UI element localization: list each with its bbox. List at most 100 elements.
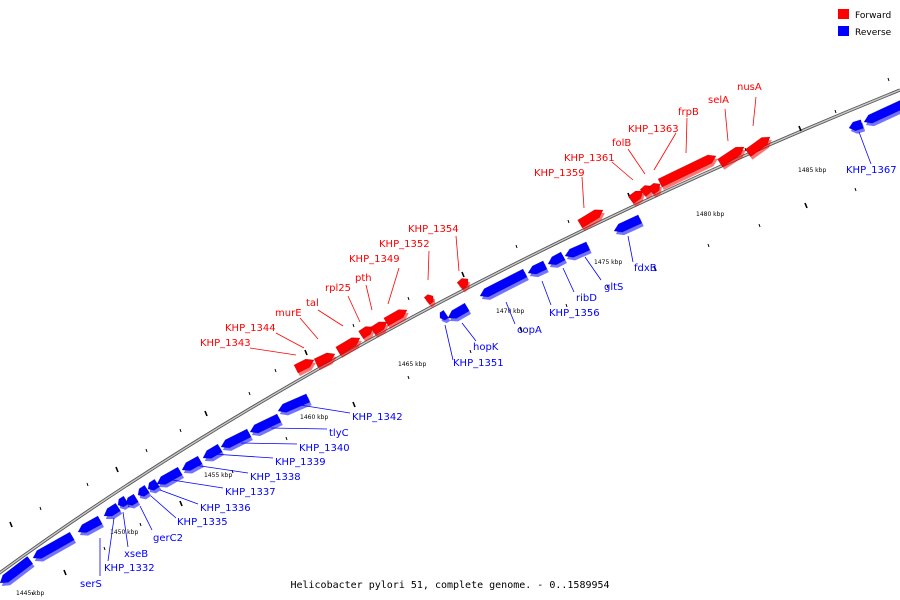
gene-label-leader	[387, 267, 400, 305]
tick-mark	[407, 375, 410, 380]
gene-label-leader	[171, 479, 224, 489]
tick-mark	[139, 522, 142, 527]
gene-label: nusA	[737, 82, 762, 93]
gene-arrow-forward	[456, 278, 469, 290]
gene-arrow-forward	[744, 136, 771, 158]
gene-arrow-reverse	[125, 493, 139, 506]
gene-arrow-reverse	[277, 393, 311, 413]
gene-label-leader	[240, 442, 298, 445]
gene-arrow-forward	[358, 326, 374, 340]
gene-arrow-forward	[647, 182, 661, 195]
gene-arrow-forward	[627, 190, 644, 205]
tick-label: 1465 kbp	[398, 361, 426, 368]
legend-reverse-swatch	[838, 26, 849, 36]
gene-label-leader	[107, 517, 115, 562]
tick-mark	[31, 591, 34, 596]
gene-label: pth	[355, 273, 372, 284]
tick-label: 1445 kbp	[16, 590, 44, 597]
gene-label: KHP_1352	[379, 239, 430, 250]
tick-mark	[285, 436, 288, 441]
tick-label: 1455 kbp	[204, 472, 232, 479]
gene-label-leader	[444, 324, 454, 361]
tick-mark	[145, 448, 148, 453]
tick-mark	[804, 202, 808, 209]
gene-label: gltS	[604, 282, 623, 293]
gene-label: xseB	[124, 549, 148, 560]
gene-label-leader	[299, 404, 351, 414]
gene-arrow-reverse	[32, 531, 75, 559]
gene-arrow-reverse	[547, 251, 566, 266]
tick-mark	[352, 323, 355, 328]
gene-label: frpB	[678, 107, 699, 118]
tick-label: 1450 kbp	[110, 529, 138, 536]
gene-arrow-forward	[657, 154, 717, 188]
tick-label: 1460 kbp	[300, 414, 328, 421]
tick-mark	[798, 125, 802, 132]
gene-arrow-reverse	[848, 119, 864, 132]
gene-label-leader	[427, 250, 430, 281]
tick-mark	[274, 368, 277, 373]
gene-label: KHP_1336	[200, 503, 251, 514]
tick-mark	[515, 244, 518, 249]
genome-title: Helicobacter pylori 51, complete genome.…	[290, 580, 609, 591]
gene-label: fdxB	[634, 263, 657, 274]
gene-label: KHP_1344	[225, 323, 276, 334]
tick-mark	[407, 296, 410, 301]
gene-label: gerC2	[153, 533, 183, 544]
tick-mark	[86, 482, 89, 487]
gene-label-leader	[581, 176, 585, 209]
tick-mark	[854, 187, 857, 192]
gene-arrow-reverse	[156, 466, 183, 485]
gene-label-leader	[299, 317, 319, 340]
tick-mark	[834, 109, 837, 114]
gene-features	[0, 100, 900, 586]
tick-mark	[519, 326, 523, 333]
gene-label-leader	[275, 332, 305, 349]
gene-arrow-reverse	[181, 455, 203, 471]
tick-mark	[179, 500, 183, 507]
gene-label: murE	[275, 308, 302, 319]
gene-label: hopK	[473, 342, 499, 353]
gene-label-leader	[584, 256, 602, 281]
gene-label: folB	[612, 138, 631, 149]
gene-label-leader	[317, 309, 344, 327]
gene-arrow-forward	[639, 185, 652, 197]
gene-arrow-reverse	[103, 502, 121, 517]
gene-label: KHP_1337	[225, 487, 276, 498]
tick-mark	[567, 219, 570, 224]
gene-label-leader	[653, 132, 677, 171]
gene-label: copA	[517, 325, 542, 336]
gene-arrow-forward	[383, 309, 408, 327]
tick-mark	[39, 506, 42, 511]
gene-arrow-reverse	[147, 478, 160, 491]
gene-label-leader	[249, 347, 297, 356]
gene-arrow-reverse	[479, 268, 528, 298]
tick-mark	[248, 391, 251, 396]
legend-reverse-label: Reverse	[855, 28, 892, 38]
tick-mark	[469, 349, 472, 354]
gene-label: KHP_1340	[299, 443, 350, 454]
gene-label-leader	[347, 295, 361, 323]
gene-arrow-forward	[423, 294, 434, 305]
tick-label: 1480 kbp	[696, 211, 724, 218]
gene-label-leader	[611, 161, 634, 181]
gene-label-leader	[461, 322, 477, 342]
legend-forward-swatch	[838, 9, 849, 19]
tick-mark	[179, 428, 182, 433]
gene-label: KHP_1342	[352, 412, 403, 423]
gene-label: selA	[708, 95, 729, 106]
tick-mark	[115, 466, 119, 473]
gene-label: KHP_1349	[349, 254, 400, 265]
gene-label-leader	[455, 235, 460, 272]
gene-arrow-reverse	[249, 413, 282, 434]
gene-label-leader	[752, 96, 757, 127]
gene-arrow-reverse	[77, 515, 103, 533]
gene-label: tlyC	[329, 428, 349, 439]
gene-label: KHP_1332	[104, 563, 155, 574]
coordinate-ticks	[9, 77, 890, 596]
gene-label: KHP_1354	[408, 224, 459, 235]
gene-arrow-reverse	[863, 100, 900, 124]
tick-mark	[461, 271, 465, 278]
gene-label-leader	[724, 108, 729, 142]
tick-label: 1485 kbp	[798, 167, 826, 174]
